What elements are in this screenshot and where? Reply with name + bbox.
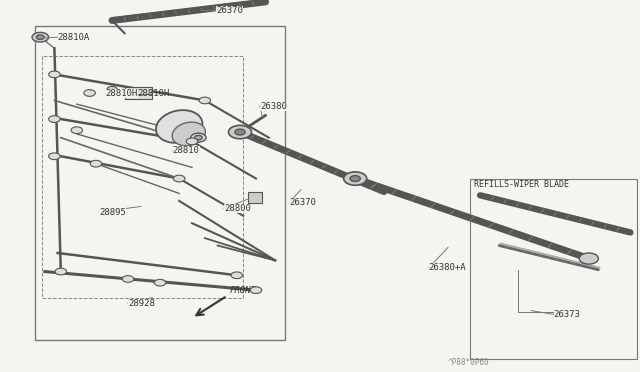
Text: 26373: 26373 [554,310,580,319]
Circle shape [350,176,360,182]
Bar [35,26,285,340]
Text: 28810H: 28810H [106,89,138,98]
Circle shape [344,172,367,185]
Text: 26370: 26370 [289,198,316,207]
Bar [248,192,262,203]
Circle shape [71,127,83,134]
Circle shape [199,97,211,104]
Text: 28895: 28895 [99,208,126,217]
Text: 28810: 28810 [173,146,200,155]
Bar [470,179,637,359]
Ellipse shape [156,110,202,143]
Circle shape [49,71,60,78]
Circle shape [36,35,44,39]
Circle shape [250,287,262,294]
Text: REFILLS-WIPER BLADE: REFILLS-WIPER BLADE [474,180,568,189]
Circle shape [231,272,243,279]
Text: 26380+A: 26380+A [429,263,467,272]
Circle shape [122,276,134,282]
Circle shape [84,90,95,96]
Text: 28928: 28928 [128,299,155,308]
Circle shape [235,129,245,135]
Circle shape [90,160,102,167]
Text: 28800: 28800 [224,204,251,213]
Circle shape [55,268,67,275]
Circle shape [154,279,166,286]
Circle shape [228,125,252,139]
Circle shape [49,116,60,122]
Text: 26370: 26370 [216,6,243,15]
Text: 26380: 26380 [260,102,287,110]
Circle shape [32,32,49,42]
Circle shape [49,153,60,160]
Circle shape [107,86,117,92]
Circle shape [173,175,185,182]
Ellipse shape [172,122,205,146]
Circle shape [195,135,202,140]
Circle shape [579,253,598,264]
Text: FRONT: FRONT [229,286,256,295]
Circle shape [186,138,198,145]
Bar [125,87,152,99]
Text: ^P88*0P60: ^P88*0P60 [448,358,490,367]
Text: 28810A: 28810A [58,33,90,42]
Circle shape [191,133,206,142]
Text: 28810H: 28810H [138,89,170,98]
